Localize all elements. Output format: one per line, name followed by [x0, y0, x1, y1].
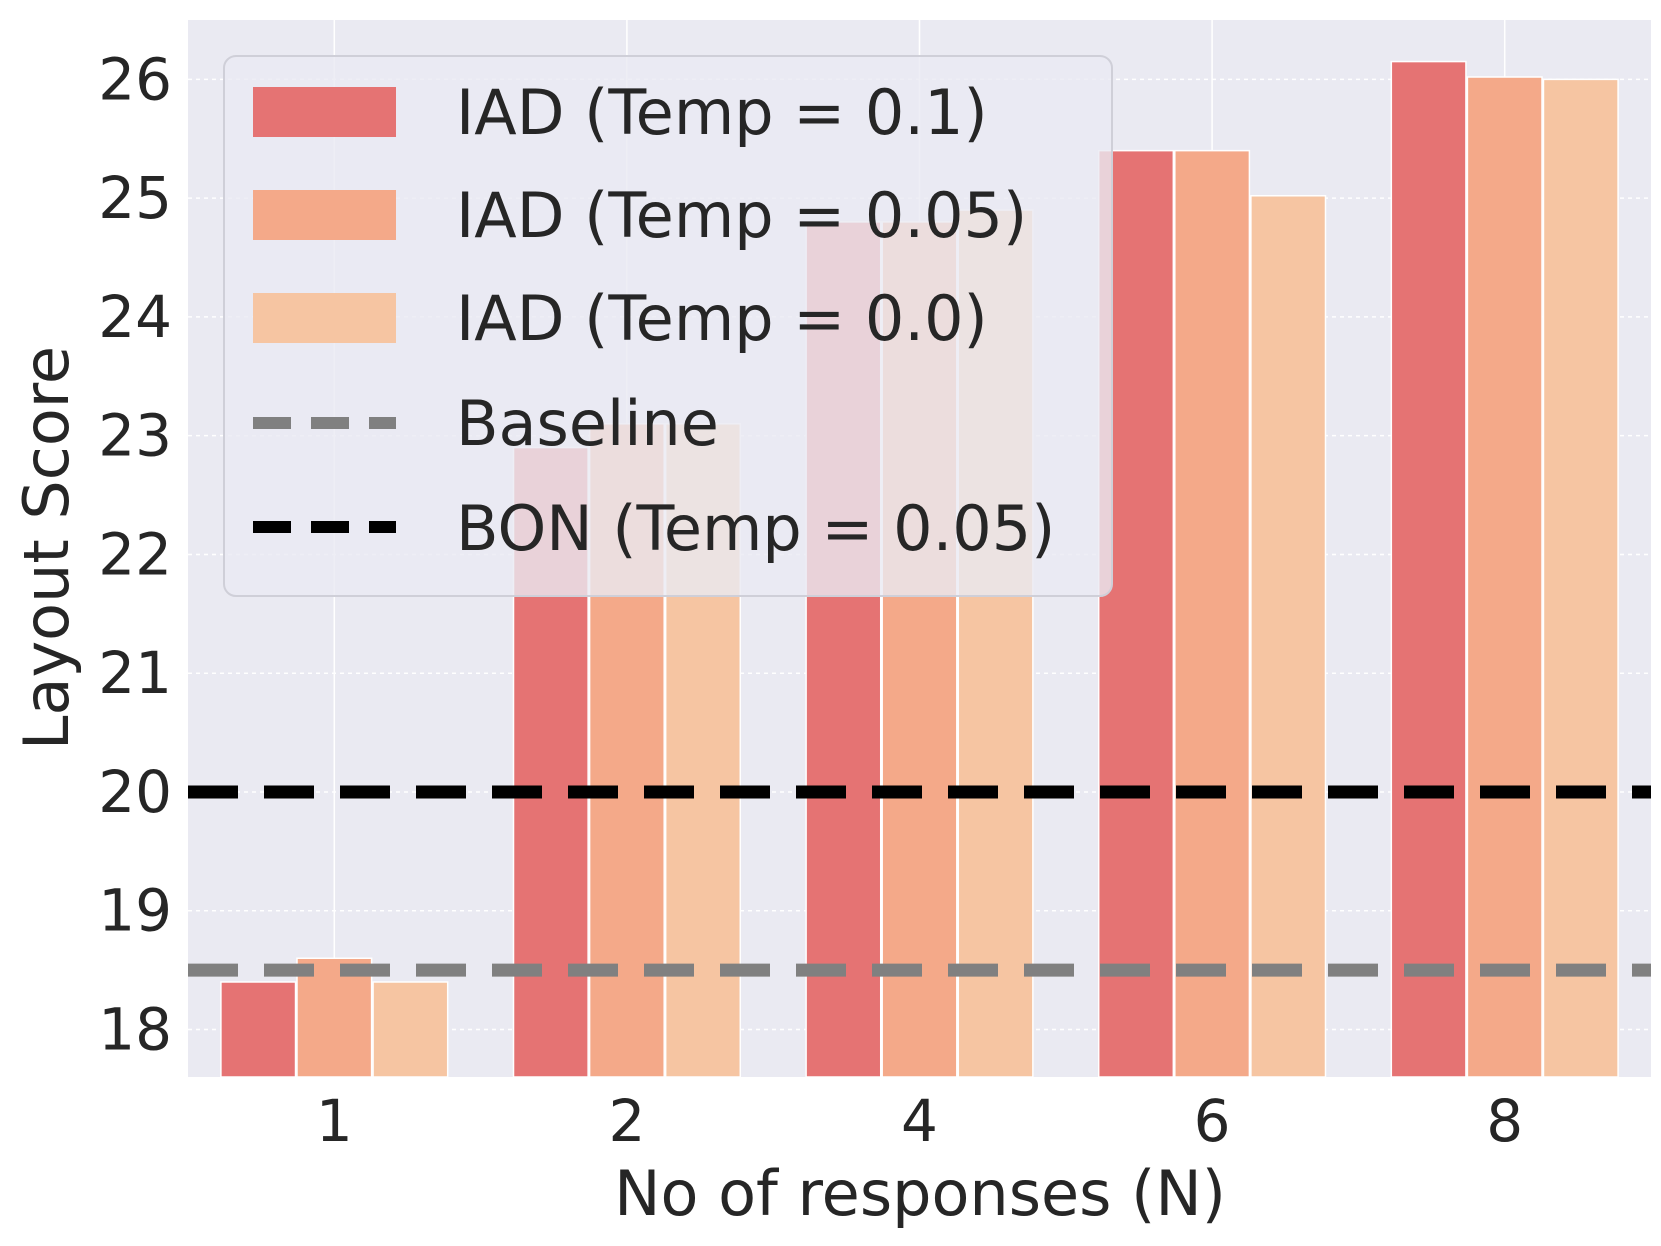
y-axis-title: Layout Score: [10, 346, 83, 750]
bar-1-series-0: [220, 981, 297, 1078]
x-tick-label: 8: [1486, 1087, 1523, 1155]
x-tick-label: 2: [608, 1087, 645, 1155]
legend-label-baseline: Baseline: [456, 387, 719, 460]
legend: IAD (Temp = 0.1) IAD (Temp = 0.05) IAD (…: [223, 55, 1113, 597]
y-tick-label: 25: [98, 164, 172, 232]
x-tick-label: 6: [1194, 1087, 1231, 1155]
legend-box: [223, 55, 1113, 597]
y-tick-label: 26: [98, 45, 172, 113]
bar-6-series-1: [1174, 149, 1251, 1078]
bar-1-series-1: [296, 957, 373, 1078]
legend-label-iad-temp-0.0: IAD (Temp = 0.0): [456, 282, 988, 355]
y-tick-label: 18: [98, 995, 172, 1063]
x-tick-labels: 1 2 4 6 8: [316, 1087, 1523, 1155]
bar-8-series-1: [1466, 76, 1543, 1078]
x-tick-label: 4: [901, 1087, 938, 1155]
y-tick-label: 24: [98, 283, 172, 351]
x-axis-title: No of responses (N): [614, 1157, 1226, 1230]
legend-label-bon: BON (Temp = 0.05): [456, 492, 1055, 565]
y-tick-label: 19: [98, 877, 172, 945]
legend-label-iad-temp-0.1: IAD (Temp = 0.1): [456, 76, 988, 149]
y-tick-label: 23: [98, 402, 172, 470]
bar-6-series-2: [1250, 195, 1327, 1078]
legend-swatch-iad-temp-0.05: [253, 190, 396, 240]
y-tick-labels: 18 19 20 21 22 23 24 25 26: [98, 45, 172, 1063]
x-tick-label: 1: [316, 1087, 353, 1155]
y-tick-label: 21: [98, 639, 172, 707]
y-tick-label: 22: [98, 520, 172, 588]
legend-swatch-iad-temp-0.1: [253, 87, 396, 137]
legend-swatch-iad-temp-0.0: [253, 293, 396, 343]
reference-lines: [188, 785, 1651, 977]
bar-8-series-0: [1390, 60, 1467, 1078]
legend-label-iad-temp-0.05: IAD (Temp = 0.05): [456, 179, 1027, 252]
bar-1-series-2: [372, 981, 449, 1078]
y-tick-label: 20: [98, 758, 172, 826]
bar-8-series-2: [1542, 78, 1619, 1078]
